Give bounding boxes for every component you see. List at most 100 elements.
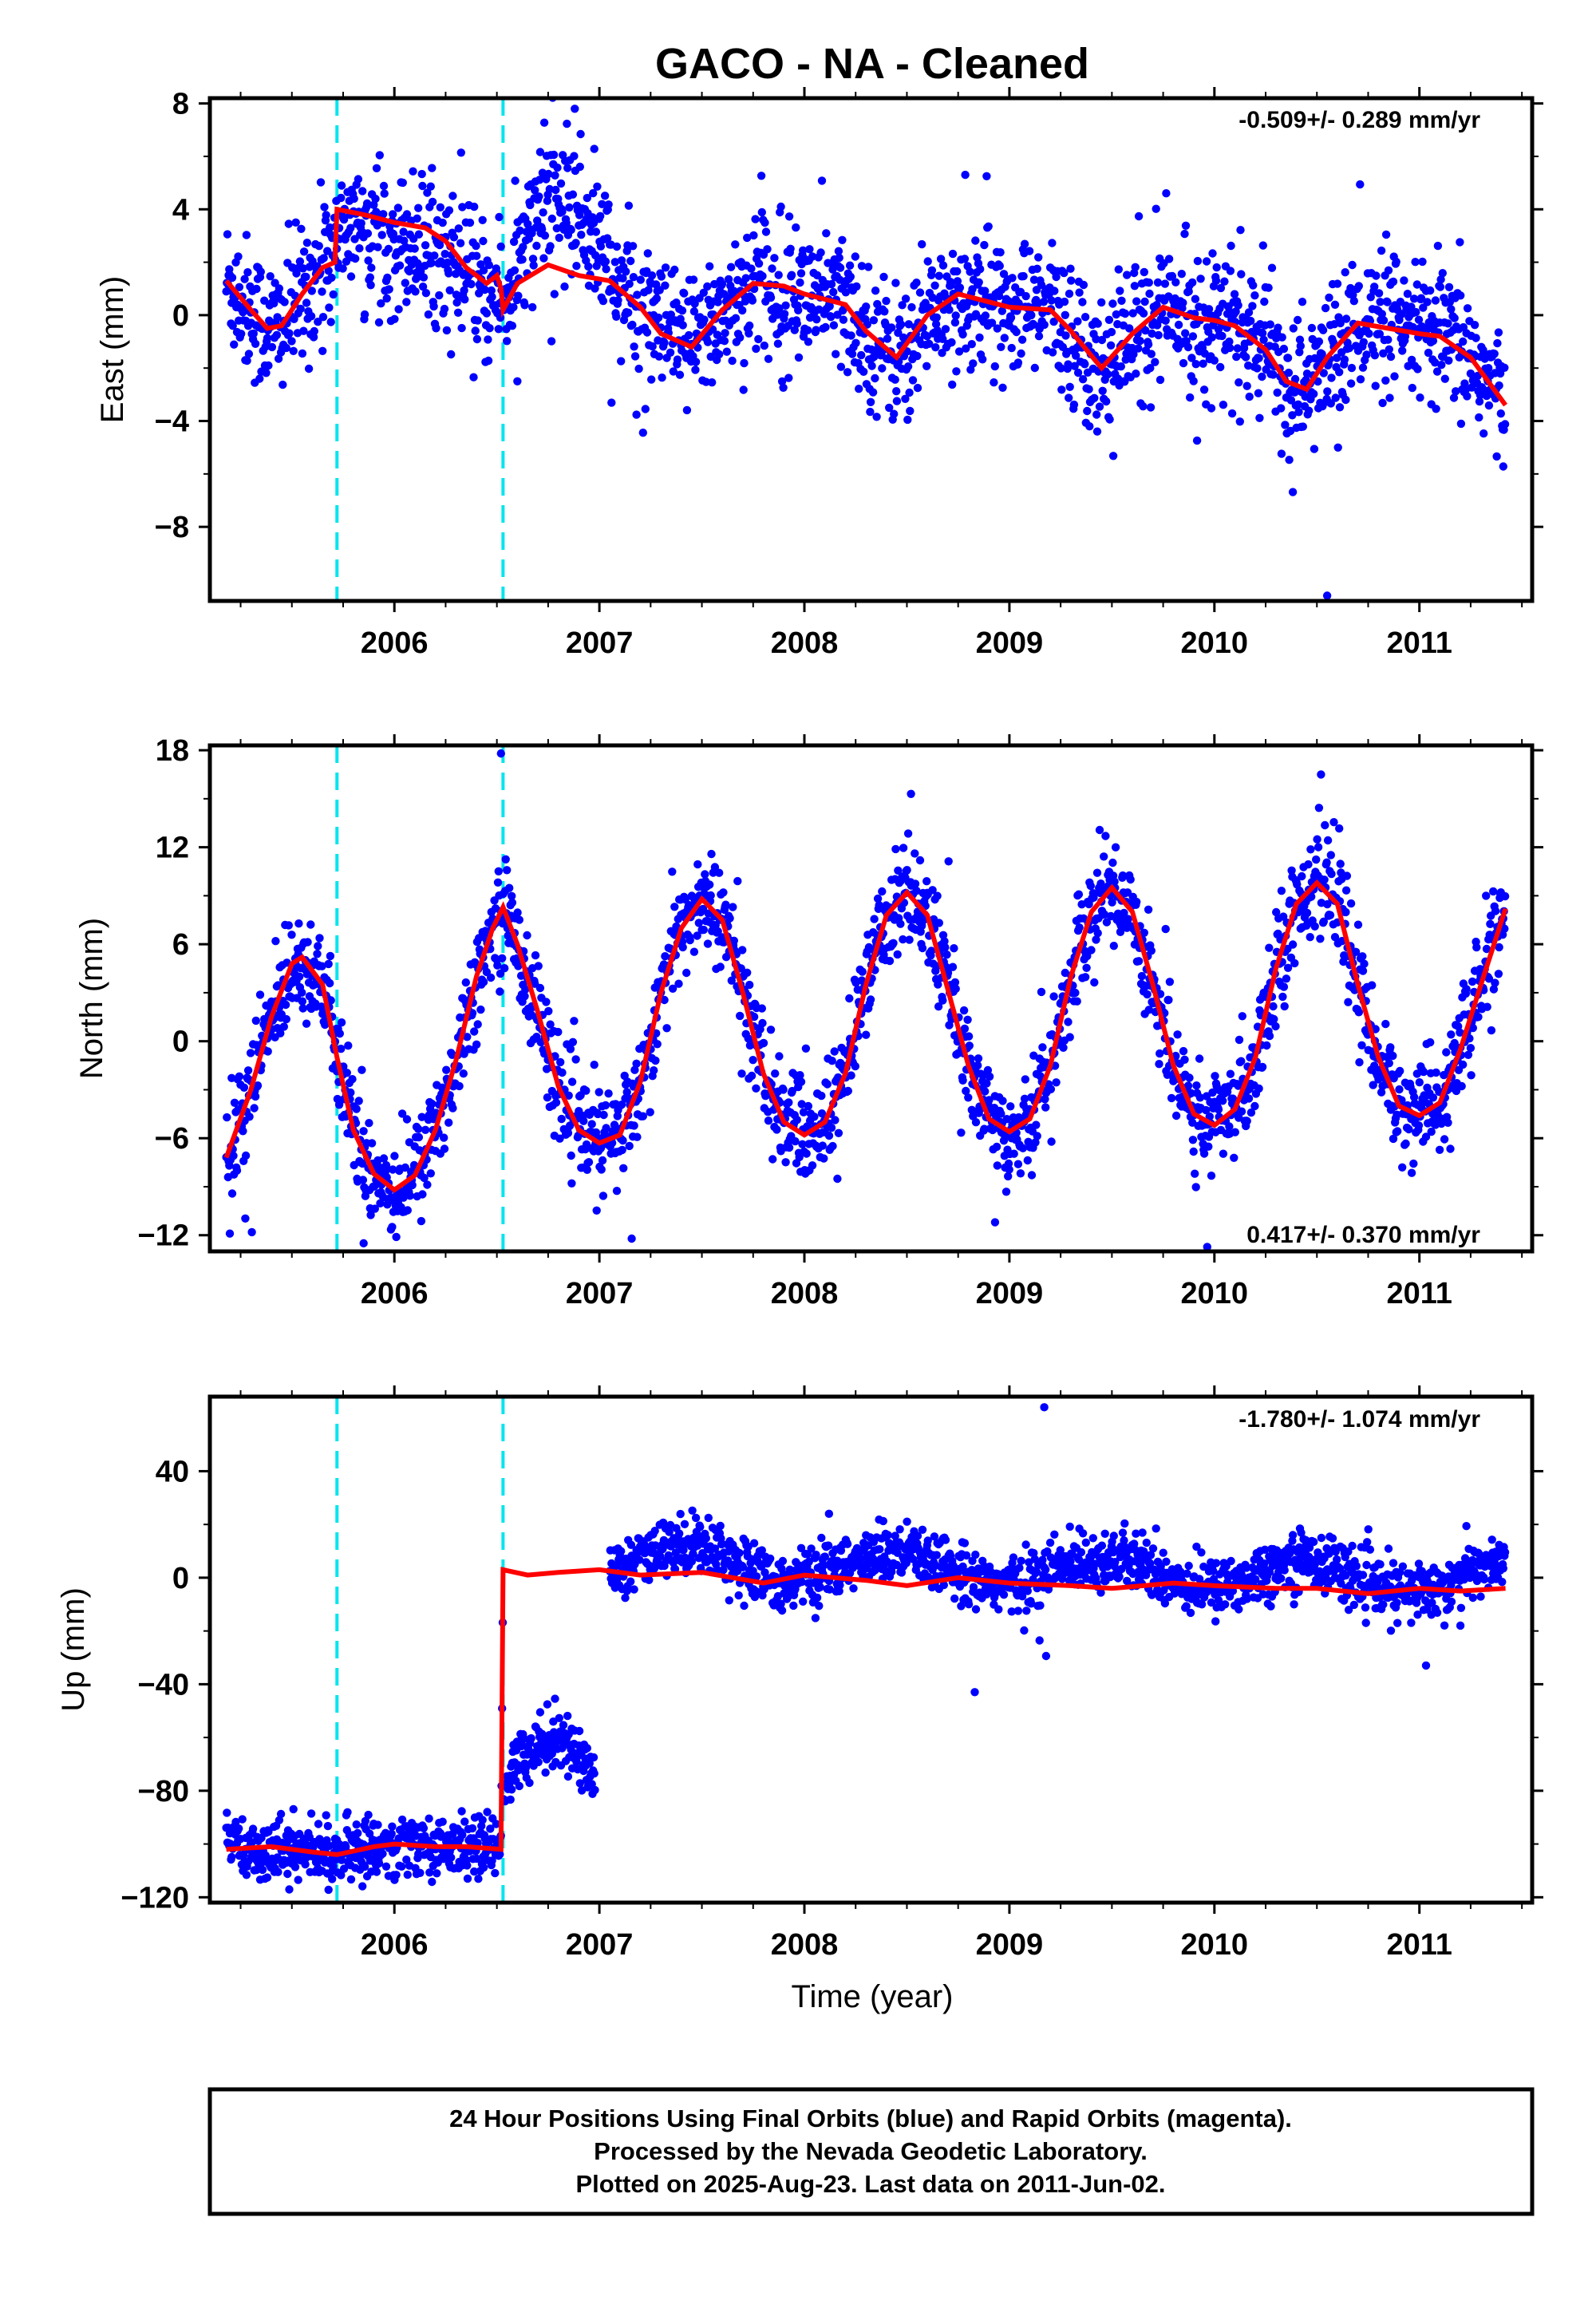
- east-data-point: [421, 241, 430, 250]
- north-data-point: [1290, 958, 1299, 968]
- east-data-point: [472, 334, 482, 344]
- north-data-point: [1265, 943, 1274, 952]
- east-data-point: [575, 211, 584, 219]
- east-data-point: [409, 167, 417, 176]
- north-data-point: [513, 908, 522, 917]
- east-data-point: [342, 257, 351, 266]
- east-data-point: [419, 273, 429, 282]
- north-data-point: [403, 1206, 412, 1215]
- east-data-point: [838, 235, 847, 244]
- north-data-point: [521, 985, 530, 994]
- east-data-point: [993, 324, 1002, 333]
- north-data-point: [295, 972, 304, 981]
- east-data-point: [787, 271, 796, 279]
- east-data-point: [618, 274, 627, 283]
- east-data-point: [1231, 307, 1240, 316]
- east-data-point: [1144, 278, 1154, 287]
- east-data-point: [1444, 283, 1454, 291]
- north-data-point: [851, 1061, 860, 1071]
- east-data-point: [538, 225, 547, 234]
- east-data-point: [857, 350, 866, 360]
- east-data-point: [784, 212, 794, 221]
- east-data-point: [1242, 353, 1250, 362]
- north-data-point: [701, 870, 709, 879]
- north-data-point: [1468, 1023, 1478, 1033]
- north-data-point: [866, 995, 875, 1004]
- east-data-point: [571, 239, 580, 247]
- east-data-point: [508, 322, 517, 330]
- east-data-point: [325, 303, 334, 312]
- east-data-point: [544, 169, 553, 179]
- north-data-point: [337, 1045, 346, 1053]
- east-data-point: [1180, 229, 1189, 239]
- north-plot-frame: [207, 743, 1535, 1254]
- east-data-point: [1424, 348, 1433, 358]
- north-data-point: [1038, 1043, 1047, 1052]
- east-data-point: [1025, 247, 1034, 255]
- east-data-point: [358, 187, 367, 196]
- east-data-point: [413, 214, 421, 223]
- north-data-point: [397, 1109, 407, 1118]
- north-data-point: [1298, 871, 1306, 881]
- north-data-point: [1211, 1072, 1219, 1081]
- east-data-point: [1264, 283, 1273, 292]
- east-data-point: [1249, 281, 1258, 290]
- east-data-point: [302, 272, 310, 282]
- east-data-point: [539, 208, 547, 217]
- east-data-point: [1152, 301, 1161, 310]
- east-data-point: [1384, 335, 1393, 344]
- east-data-point: [430, 251, 439, 260]
- east-data-point: [417, 169, 426, 179]
- north-data-point: [745, 980, 754, 990]
- east-data-point: [816, 248, 825, 257]
- up-data-point: [328, 1875, 337, 1883]
- east-data-point: [945, 306, 954, 314]
- up-data-point: [419, 1824, 429, 1832]
- east-data-point: [243, 268, 252, 277]
- east-data-point: [546, 242, 555, 251]
- north-data-point: [951, 984, 960, 994]
- east-data-point: [1438, 269, 1448, 278]
- east-data-point: [1132, 297, 1141, 306]
- east-data-point: [1050, 287, 1059, 295]
- east-data-point: [1330, 300, 1340, 309]
- east-data-point: [543, 196, 552, 205]
- east-data-point: [1153, 278, 1163, 287]
- east-data-point: [1411, 258, 1420, 267]
- east-data-point: [526, 200, 535, 210]
- east-data-point: [617, 256, 626, 265]
- east-data-point: [320, 203, 329, 211]
- north-ytick-label: −6: [155, 1122, 189, 1156]
- east-data-point: [604, 200, 613, 209]
- east-data-point: [1248, 302, 1257, 310]
- north-data-point: [1187, 1089, 1195, 1098]
- east-data-point: [1235, 378, 1243, 387]
- east-data-point: [235, 283, 244, 291]
- up-data-point: [343, 1808, 352, 1816]
- east-data-point: [882, 296, 891, 306]
- north-data-point: [613, 1112, 622, 1120]
- east-data-point: [998, 383, 1007, 392]
- east-offset-lines: [335, 98, 505, 601]
- east-data-point: [444, 206, 454, 215]
- east-data-point: [1266, 320, 1275, 329]
- east-data-point: [240, 275, 249, 283]
- north-data-point: [1204, 1142, 1213, 1151]
- north-data-point: [944, 857, 953, 866]
- north-data-point: [894, 866, 903, 875]
- east-data-point: [922, 362, 931, 370]
- east-data-point: [598, 200, 606, 208]
- east-data-point: [675, 370, 685, 379]
- north-data-point: [796, 1077, 806, 1086]
- north-data-point: [651, 1056, 660, 1065]
- north-data-point: [1368, 981, 1377, 990]
- north-data-point: [426, 1169, 435, 1178]
- north-data-point: [950, 978, 960, 987]
- east-xtick-label: 2010: [1181, 626, 1249, 660]
- north-data-point: [591, 1128, 601, 1137]
- east-data-point: [1064, 360, 1073, 369]
- north-ytick-label: 0: [172, 1026, 189, 1059]
- north-data-point: [799, 1108, 808, 1117]
- east-data-point: [1144, 340, 1153, 349]
- up-data-point: [416, 1868, 425, 1877]
